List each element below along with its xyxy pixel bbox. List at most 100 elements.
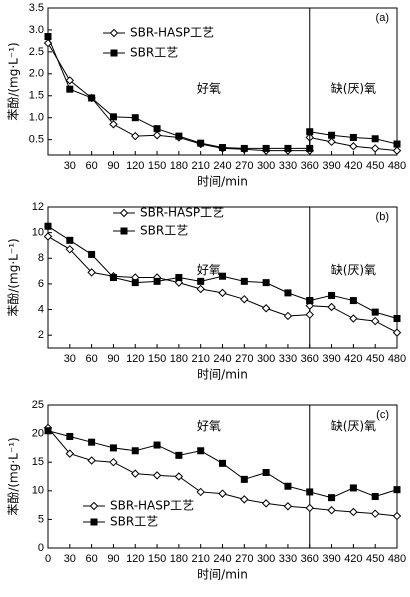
marker: [153, 125, 161, 133]
panel-label: (a): [376, 12, 389, 24]
x-tick-label: 300: [257, 160, 275, 172]
marker: [174, 472, 184, 481]
marker: [349, 133, 357, 141]
marker: [240, 277, 248, 285]
marker: [240, 475, 248, 483]
x-tick-label: 240: [213, 160, 231, 172]
marker: [197, 277, 205, 285]
x-tick-label: 360: [301, 553, 319, 565]
marker: [392, 511, 402, 521]
marker: [131, 114, 139, 122]
y-axis-label: 苯酚/(mg·L⁻¹): [7, 42, 21, 120]
marker: [88, 438, 96, 446]
marker: [110, 49, 118, 57]
x-tick-label: 450: [366, 353, 384, 365]
y-axis-label: 苯酚/(mg·L⁻¹): [7, 238, 21, 316]
marker: [88, 94, 96, 102]
marker: [43, 232, 53, 241]
marker: [349, 484, 357, 492]
series-line: [47, 236, 398, 334]
y-tick-label: 4: [38, 303, 44, 315]
marker: [65, 245, 75, 254]
marker: [196, 284, 205, 294]
marker: [109, 457, 118, 467]
marker: [261, 304, 271, 313]
x-tick-label: 90: [107, 353, 119, 365]
legend-label: SBR工艺: [140, 224, 188, 238]
y-tick-label: 8: [38, 252, 44, 264]
series-line: [47, 42, 398, 152]
marker: [371, 308, 379, 316]
marker: [152, 471, 162, 480]
marker: [371, 135, 379, 143]
annotation: 好氧: [197, 81, 221, 95]
marker: [262, 144, 270, 152]
marker: [109, 274, 117, 281]
x-tick-label: 270: [235, 160, 253, 172]
marker: [261, 499, 271, 508]
x-tick-label: 150: [148, 353, 166, 365]
marker: [283, 311, 293, 321]
marker: [87, 456, 96, 465]
marker: [131, 279, 139, 287]
series-line: [47, 427, 398, 517]
legend-label: SBR-HASP工艺: [130, 26, 214, 40]
y-tick-label: 12: [32, 201, 44, 213]
marker: [306, 488, 314, 496]
marker: [109, 113, 117, 121]
marker: [240, 144, 248, 152]
marker: [218, 288, 227, 298]
marker: [175, 132, 183, 140]
marker: [306, 144, 314, 152]
x-axis-label: 时间/min: [197, 568, 248, 582]
x-tick-label: 300: [257, 553, 275, 565]
x-tick-label: 150: [148, 160, 166, 172]
x-tick-label: 360: [301, 353, 319, 365]
x-tick-label: 330: [279, 553, 297, 565]
marker: [175, 451, 183, 459]
marker: [65, 76, 75, 85]
annotation: 缺(厌)氧: [331, 80, 376, 95]
y-tick-label: 0: [38, 542, 44, 554]
annotation: 缺(厌)氧: [331, 418, 376, 433]
x-tick-label: 120: [126, 353, 144, 365]
legend-label: SBR-HASP工艺: [140, 206, 224, 220]
x-tick-label: 30: [64, 160, 76, 172]
marker: [284, 289, 292, 297]
marker: [392, 328, 402, 337]
x-tick-label: 180: [170, 553, 188, 565]
marker: [262, 468, 270, 476]
y-tick-label: 0.5: [29, 134, 44, 146]
x-tick-label: 390: [322, 160, 340, 172]
marker: [219, 144, 226, 152]
series-line: [47, 36, 398, 149]
legend-label: SBR-HASP工艺: [110, 499, 194, 513]
annotation: 好氧: [197, 263, 221, 277]
x-tick-label: 210: [192, 353, 210, 365]
y-tick-label: 1.0: [29, 112, 44, 124]
marker: [44, 427, 52, 435]
y-tick-label: 10: [32, 227, 44, 239]
y-tick-label: 3.0: [29, 24, 44, 36]
x-tick-label: 180: [170, 160, 188, 172]
marker: [328, 291, 336, 299]
marker: [66, 236, 74, 244]
x-tick-label: 240: [213, 353, 231, 365]
marker: [109, 120, 118, 129]
marker: [328, 494, 336, 502]
marker: [89, 501, 99, 511]
legend-label: SBR工艺: [110, 515, 158, 529]
x-tick-label: 300: [257, 353, 275, 365]
x-tick-label: 30: [64, 553, 76, 565]
x-tick-label: 180: [170, 353, 188, 365]
x-tick-label: 150: [148, 553, 166, 565]
y-tick-label: 10: [32, 485, 44, 497]
y-tick-label: 5: [38, 513, 44, 525]
marker: [306, 128, 314, 136]
y-tick-label: 2.5: [29, 46, 44, 58]
marker: [66, 85, 74, 93]
x-tick-label: 90: [107, 553, 119, 565]
marker: [327, 137, 336, 147]
marker: [219, 272, 226, 280]
